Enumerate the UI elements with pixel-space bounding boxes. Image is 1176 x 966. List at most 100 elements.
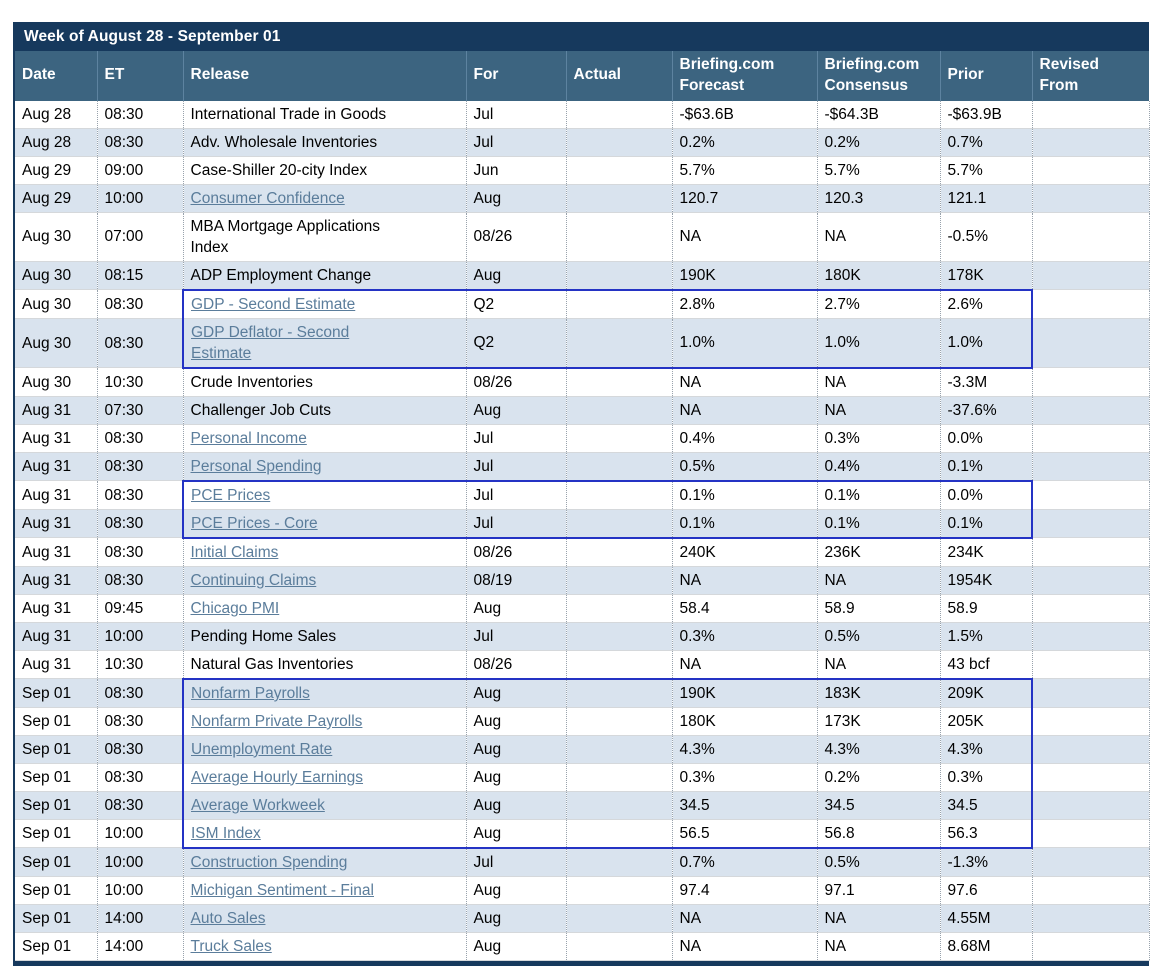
date-cell: Aug 31 — [15, 509, 97, 539]
revised-cell — [1031, 509, 1150, 539]
forecast-cell: 190K — [671, 677, 817, 708]
actual-cell — [565, 677, 672, 708]
revised-cell — [1031, 763, 1150, 792]
release-cell: Natural Gas Inventories — [182, 650, 466, 680]
date-cell: Sep 01 — [15, 876, 97, 905]
et-cell: 09:00 — [96, 156, 183, 185]
et-cell: 10:30 — [96, 650, 183, 680]
release-link[interactable]: Initial Claims — [190, 543, 279, 561]
release-link[interactable]: PCE Prices — [191, 486, 271, 504]
for-cell: Aug — [465, 735, 566, 764]
forecast-cell: -$63.6B — [671, 100, 817, 129]
prior-cell: 0.7% — [939, 128, 1032, 157]
release-link[interactable]: Consumer Confidence — [190, 189, 345, 207]
actual-cell — [565, 707, 672, 736]
revised-cell — [1031, 156, 1150, 185]
release-cell: ADP Employment Change — [182, 261, 466, 291]
release-cell: Case-Shiller 20-city Index — [182, 156, 466, 185]
release-link[interactable]: GDP - Second Estimate — [191, 295, 356, 313]
release-link[interactable]: PCE Prices - Core — [191, 514, 318, 532]
et-cell: 08:15 — [96, 261, 183, 291]
prior-cell: -$63.9B — [939, 100, 1032, 129]
forecast-cell: 120.7 — [671, 184, 817, 213]
release-link[interactable]: Average Hourly Earnings — [191, 768, 364, 786]
prior-cell: 58.9 — [939, 594, 1032, 623]
release-cell: Personal Spending — [182, 452, 466, 482]
table-row: Aug 30 07:00 MBA Mortgage Applications Ind… — [15, 212, 1150, 262]
release-link[interactable]: Personal Income — [190, 429, 307, 447]
table-row: Aug 30 08:15 ADP Employment Change Aug 190K 1… — [15, 261, 1150, 291]
actual-cell — [565, 156, 672, 185]
consensus-cell: NA — [816, 904, 940, 933]
header-row: Date ET Release For Actual Briefing.com … — [15, 51, 1149, 101]
date-cell: Aug 31 — [15, 396, 97, 425]
release-link[interactable]: Unemployment Rate — [191, 740, 333, 758]
release-link[interactable]: Construction Spending — [190, 853, 348, 871]
table-row: Aug 31 08:30 Continuing Claims 08/19 NA NA 195… — [15, 566, 1150, 595]
revised-cell — [1031, 367, 1150, 397]
for-cell: Aug — [465, 677, 566, 708]
table-row: Aug 28 08:30 Adv. Wholesale Inventories Jul… — [15, 128, 1150, 157]
et-cell: 10:00 — [96, 819, 183, 849]
column-header-consensus: Briefing.com Consensus — [816, 51, 940, 101]
prior-cell: 1.5% — [939, 622, 1032, 651]
prior-cell: 0.3% — [939, 763, 1033, 792]
prior-cell: 34.5 — [939, 791, 1033, 820]
release-link[interactable]: Personal Spending — [190, 457, 322, 475]
consensus-cell: NA — [816, 396, 940, 425]
for-cell: Jun — [465, 156, 566, 185]
revised-cell — [1031, 847, 1150, 877]
date-cell: Aug 31 — [15, 424, 97, 453]
forecast-cell: 190K — [671, 261, 817, 291]
revised-cell — [1031, 289, 1150, 319]
table-row: Sep 01 14:00 Auto Sales Aug NA NA 4.55M — [15, 904, 1150, 933]
consensus-cell: NA — [816, 650, 940, 680]
consensus-cell: 56.8 — [816, 819, 940, 849]
et-cell: 08:30 — [96, 678, 183, 708]
actual-cell — [565, 318, 672, 369]
release-link[interactable]: Chicago PMI — [190, 599, 280, 617]
consensus-cell: 0.2% — [816, 128, 940, 157]
release-cell: Adv. Wholesale Inventories — [182, 128, 466, 157]
release-link[interactable]: Continuing Claims — [190, 571, 317, 589]
release-link[interactable]: Nonfarm Payrolls — [191, 684, 310, 702]
release-cell: Unemployment Rate — [182, 735, 466, 764]
actual-cell — [565, 735, 672, 764]
actual-cell — [565, 367, 672, 397]
release-link[interactable]: Auto Sales — [190, 909, 266, 927]
release-link[interactable]: Truck Sales — [190, 937, 272, 955]
table-row: Aug 31 08:30 Personal Spending Jul 0.5% 0.4% 0… — [15, 452, 1150, 482]
table-row: Sep 01 08:30 Nonfarm Private Payrolls Aug 18… — [15, 707, 1150, 736]
revised-cell — [1031, 707, 1150, 736]
for-cell: 08/26 — [465, 367, 566, 397]
table-row: Aug 30 08:30 GDP - Second Estimate Q2 2.8% 2.… — [15, 288, 1150, 319]
release-link[interactable]: ISM Index — [191, 824, 261, 842]
date-cell: Aug 29 — [15, 156, 97, 185]
for-cell: Aug — [465, 184, 566, 213]
column-header-forecast: Briefing.com Forecast — [671, 51, 817, 101]
release-link[interactable]: Nonfarm Private Payrolls — [191, 712, 363, 730]
for-cell: 08/26 — [465, 650, 566, 680]
table-row: Sep 01 14:00 Truck Sales Aug NA NA 8.68M — [15, 932, 1150, 961]
release-cell: Personal Income — [182, 424, 466, 453]
for-cell: Aug — [465, 932, 566, 961]
prior-cell: -37.6% — [939, 396, 1032, 425]
prior-cell: -3.3M — [939, 367, 1032, 397]
release-cell: Nonfarm Private Payrolls — [182, 707, 466, 736]
prior-cell: 1954K — [939, 566, 1032, 595]
forecast-cell: NA — [671, 904, 817, 933]
date-cell: Sep 01 — [15, 791, 97, 820]
release-link[interactable]: GDP Deflator - Second Estimate — [191, 323, 350, 362]
consensus-cell: 97.1 — [816, 876, 940, 905]
economic-calendar-table: Date ET Release For Actual Briefing.com … — [15, 51, 1150, 961]
forecast-cell: 56.5 — [671, 819, 817, 849]
table-row: Aug 31 07:30 Challenger Job Cuts Aug NA NA -37… — [15, 396, 1150, 425]
actual-cell — [565, 100, 672, 129]
release-link[interactable]: Michigan Sentiment - Final — [190, 881, 375, 899]
release-link[interactable]: Average Workweek — [191, 796, 325, 814]
actual-cell — [565, 452, 672, 482]
prior-cell: 121.1 — [939, 184, 1032, 213]
consensus-cell: NA — [816, 932, 940, 961]
forecast-cell: 0.4% — [671, 424, 817, 453]
forecast-cell: 34.5 — [671, 791, 817, 820]
